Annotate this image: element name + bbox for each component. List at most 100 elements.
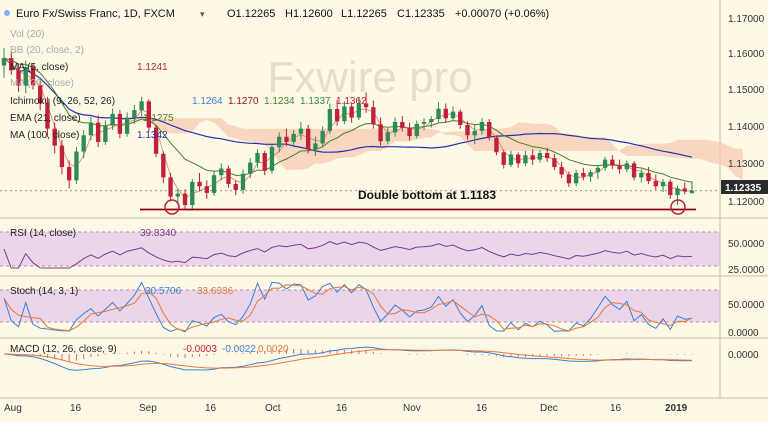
candle-body xyxy=(45,103,50,129)
macd-line xyxy=(3,346,692,371)
candle-body xyxy=(233,184,238,190)
macd-label[interactable]: MACD (12, 26, close, 9) xyxy=(10,344,117,355)
indicator-ichimoku-label[interactable]: Ichimoku (9, 26, 52, 26) xyxy=(10,96,115,107)
candle-body xyxy=(508,154,514,165)
candle-body xyxy=(458,111,463,125)
x-label: Nov xyxy=(403,403,421,414)
candle-body xyxy=(573,172,579,184)
indicator-ma5-label[interactable]: MA (5, close) xyxy=(10,62,68,73)
candle-body xyxy=(421,122,427,124)
time-axis[interactable]: Aug 16 Sep 16 Oct 16 Nov 16 Dec 16 2019 xyxy=(4,403,688,414)
price-axis[interactable]: 1.17000 1.16000 1.15000 1.14000 1.13000 … xyxy=(721,14,768,208)
indicator-ma5-value: 1.1241 xyxy=(137,62,168,73)
rsi-value: 39.8340 xyxy=(140,228,177,239)
rsi-band xyxy=(0,232,720,266)
ohlc-low: L1.12265 xyxy=(341,8,387,20)
chevron-down-icon[interactable]: ▾ xyxy=(200,9,205,19)
x-label: Dec xyxy=(540,403,558,414)
stoch-k-value: 30.5706 xyxy=(145,286,182,297)
candle-body xyxy=(530,155,535,160)
candle-body xyxy=(356,103,362,118)
candle-body xyxy=(334,109,340,122)
candle-body xyxy=(1,58,7,66)
candle-body xyxy=(429,119,434,122)
candle-body xyxy=(675,188,680,196)
rsi-label[interactable]: RSI (14, close) xyxy=(10,228,76,239)
last-price-label: 1.12335 xyxy=(725,183,762,194)
ichimoku-value: 1.1337 xyxy=(300,96,331,107)
candle-body xyxy=(646,172,651,182)
candle-body xyxy=(320,130,325,144)
candle-body xyxy=(472,130,477,136)
candle-body xyxy=(30,66,36,86)
candle-body xyxy=(552,158,557,168)
stoch-d-value: 33.6336 xyxy=(197,286,234,297)
x-label: Sep xyxy=(139,403,157,414)
candle-body xyxy=(255,153,260,163)
candle-body xyxy=(219,168,224,176)
ohlc-close: C1.12335 xyxy=(397,8,445,20)
candle-body xyxy=(523,155,528,164)
y-tick: 1.14000 xyxy=(728,122,765,133)
candle-body xyxy=(211,175,217,193)
candle-body xyxy=(313,143,318,150)
candle-body xyxy=(465,124,470,136)
candle-body xyxy=(653,181,658,187)
indicator-ema21-value: 1.1275 xyxy=(143,113,174,124)
candle-body xyxy=(168,177,173,197)
candle-body xyxy=(23,66,28,86)
ohlc-change: +0.00070 (+0.06%) xyxy=(455,8,549,20)
candle-body xyxy=(110,113,115,126)
candle-body xyxy=(385,132,391,142)
y-tick: 1.17000 xyxy=(728,14,765,25)
x-label: 16 xyxy=(336,403,348,414)
candle-body xyxy=(371,107,376,125)
candle-body xyxy=(610,159,615,166)
candle-body xyxy=(146,101,152,128)
candle-body xyxy=(182,193,188,206)
indicator-ma100-value: 1.1342 xyxy=(137,130,168,141)
x-label: 16 xyxy=(476,403,488,414)
y-tick: 1.13000 xyxy=(728,159,765,170)
candle-body xyxy=(537,153,543,160)
candle-body xyxy=(516,154,521,164)
candle-body xyxy=(284,136,289,142)
indicator-ma20-label[interactable]: MA (20, close) xyxy=(10,78,74,89)
x-label: 16 xyxy=(70,403,82,414)
candle-body xyxy=(197,181,202,187)
candle-body xyxy=(566,174,572,184)
y-tick: 1.12000 xyxy=(728,197,765,208)
candle-body xyxy=(59,145,65,168)
candle-body xyxy=(631,163,637,178)
double-bottom-marker-1 xyxy=(164,199,180,215)
indicator-vol-label[interactable]: Vol (20) xyxy=(10,29,44,40)
candle-body xyxy=(240,173,246,190)
x-label: Oct xyxy=(265,403,281,414)
candle-body xyxy=(342,106,347,122)
candle-body xyxy=(544,153,550,159)
candle-body xyxy=(487,122,492,138)
macd-value-1: -0.0003 xyxy=(183,344,217,355)
candle-body xyxy=(132,110,137,118)
candle-body xyxy=(16,70,21,86)
stoch-band xyxy=(0,290,720,322)
candle-body xyxy=(269,147,275,171)
candle-body xyxy=(153,127,159,154)
indicator-ma100-label[interactable]: MA (100, close) xyxy=(10,130,79,141)
candle-body xyxy=(9,58,14,71)
candle-body xyxy=(74,151,79,181)
indicator-plots xyxy=(3,241,693,371)
indicator-ema21-label[interactable]: EMA (21, close) xyxy=(10,113,81,124)
candle-body xyxy=(305,128,311,150)
indicator-bb-label[interactable]: BB (20, close, 2) xyxy=(10,45,84,56)
stoch-label[interactable]: Stoch (14, 3, 1) xyxy=(10,286,78,297)
y-tick: 1.15000 xyxy=(728,85,765,96)
candle-body xyxy=(602,159,608,168)
symbol-title[interactable]: Euro Fx/Swiss Franc, 1D, FXCM xyxy=(16,8,175,20)
candle-body xyxy=(479,122,485,131)
candle-body xyxy=(450,111,456,119)
macd-value-3: 0.0020 xyxy=(258,344,289,355)
candle-body xyxy=(327,109,333,131)
